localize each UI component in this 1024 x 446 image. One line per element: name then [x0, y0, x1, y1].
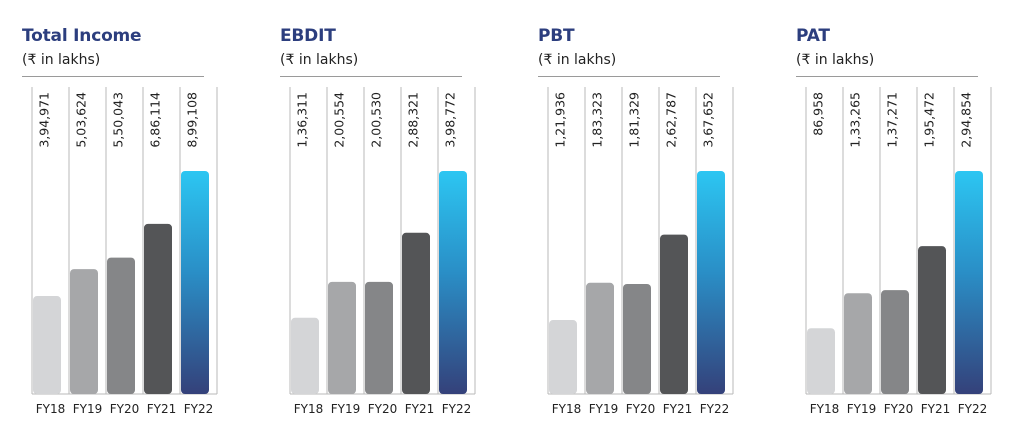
x-tick-label: FY22	[700, 402, 730, 416]
value-label: 3,67,652	[701, 92, 716, 148]
value-label: 2,00,554	[332, 92, 347, 148]
chart-subtitle: (₹ in lakhs)	[280, 52, 359, 68]
value-label: 1,36,311	[295, 92, 310, 148]
value-label: 2,88,321	[406, 92, 421, 148]
chart-subtitle: (₹ in lakhs)	[538, 52, 617, 68]
bar-fy19	[844, 293, 872, 394]
value-label: 2,00,530	[369, 92, 384, 148]
bar-fy18	[807, 328, 835, 394]
top-rule	[280, 76, 462, 77]
chart-title: EBDIT	[280, 26, 336, 46]
x-tick-label: FY22	[958, 402, 988, 416]
chart-title: Total Income	[22, 26, 142, 46]
x-tick-label: FY18	[36, 402, 66, 416]
bar-fy21	[660, 234, 688, 394]
x-tick-label: FY21	[405, 402, 435, 416]
top-rule	[538, 76, 720, 77]
bar-fy22	[955, 171, 983, 394]
value-label: 5,03,624	[74, 92, 89, 148]
bar-fy18	[549, 320, 577, 394]
bar-fy18	[291, 317, 319, 394]
bar-chart-pat: 86,958 FY18 1,33,265 FY19 1,37,271 FY20 1,95,4…	[805, 87, 992, 416]
bar-chart-pbt: 1,21,936 FY18 1,83,323 FY19 1,81,329 FY20 2,62…	[547, 87, 734, 416]
value-label: 3,98,772	[443, 92, 458, 148]
value-label: 1,95,472	[922, 92, 937, 148]
value-label: 1,81,329	[627, 92, 642, 148]
bar-fy19	[328, 281, 356, 394]
x-tick-label: FY22	[442, 402, 472, 416]
bar-fy19	[70, 269, 98, 394]
x-tick-label: FY19	[331, 402, 361, 416]
top-rule	[796, 76, 978, 77]
bar-fy20	[881, 290, 909, 394]
x-tick-label: FY21	[663, 402, 693, 416]
value-label: 5,50,043	[111, 92, 126, 148]
x-tick-label: FY20	[884, 402, 914, 416]
bar-chart-total-income: 3,94,971 FY18 5,03,624 FY19 5,50,043 FY20 6,86…	[31, 87, 218, 416]
value-label: 86,958	[811, 92, 826, 136]
bar-fy22	[439, 171, 467, 394]
chart-panel-pat: PAT (₹ in lakhs) 86,958 FY18 1,33,265 FY19 1…	[796, 0, 996, 446]
bar-fy18	[33, 296, 61, 394]
x-tick-label: FY22	[184, 402, 214, 416]
value-label: 3,94,971	[37, 92, 52, 148]
x-tick-label: FY20	[368, 402, 398, 416]
bar-fy22	[181, 171, 209, 394]
value-label: 1,83,323	[590, 92, 605, 148]
value-label: 2,62,787	[664, 92, 679, 148]
x-tick-label: FY18	[810, 402, 840, 416]
x-tick-label: FY18	[552, 402, 582, 416]
bar-fy20	[365, 281, 393, 394]
x-tick-label: FY20	[626, 402, 656, 416]
x-tick-label: FY21	[921, 402, 951, 416]
value-label: 2,94,854	[959, 92, 974, 148]
x-tick-label: FY19	[847, 402, 877, 416]
x-tick-label: FY19	[73, 402, 103, 416]
chart-panel-ebdit: EBDIT (₹ in lakhs) 1,36,311 FY18 2,00,554 F…	[280, 0, 480, 446]
bar-chart-ebdit: 1,36,311 FY18 2,00,554 FY19 2,00,530 FY20 2,88…	[289, 87, 476, 416]
chart-subtitle: (₹ in lakhs)	[796, 52, 875, 68]
x-tick-label: FY19	[589, 402, 619, 416]
bar-fy19	[586, 282, 614, 394]
value-label: 6,86,114	[148, 92, 163, 148]
value-label: 1,21,936	[553, 92, 568, 148]
value-label: 1,33,265	[848, 92, 863, 148]
value-label: 8,99,108	[185, 92, 200, 148]
x-tick-label: FY18	[294, 402, 324, 416]
bar-fy20	[623, 284, 651, 394]
chart-title: PBT	[538, 26, 575, 46]
bar-fy22	[697, 171, 725, 394]
value-label: 1,37,271	[885, 92, 900, 148]
x-tick-label: FY21	[147, 402, 177, 416]
bar-fy21	[918, 246, 946, 394]
x-tick-label: FY20	[110, 402, 140, 416]
chart-panel-pbt: PBT (₹ in lakhs) 1,21,936 FY18 1,83,323 FY1…	[538, 0, 738, 446]
bar-fy21	[144, 223, 172, 394]
chart-panel-total-income: Total Income (₹ in lakhs) 3,94,971 FY18 5,…	[22, 0, 222, 446]
chart-subtitle: (₹ in lakhs)	[22, 52, 101, 68]
bar-fy20	[107, 257, 135, 394]
chart-title: PAT	[796, 26, 830, 46]
top-rule	[22, 76, 204, 77]
bar-fy21	[402, 232, 430, 394]
